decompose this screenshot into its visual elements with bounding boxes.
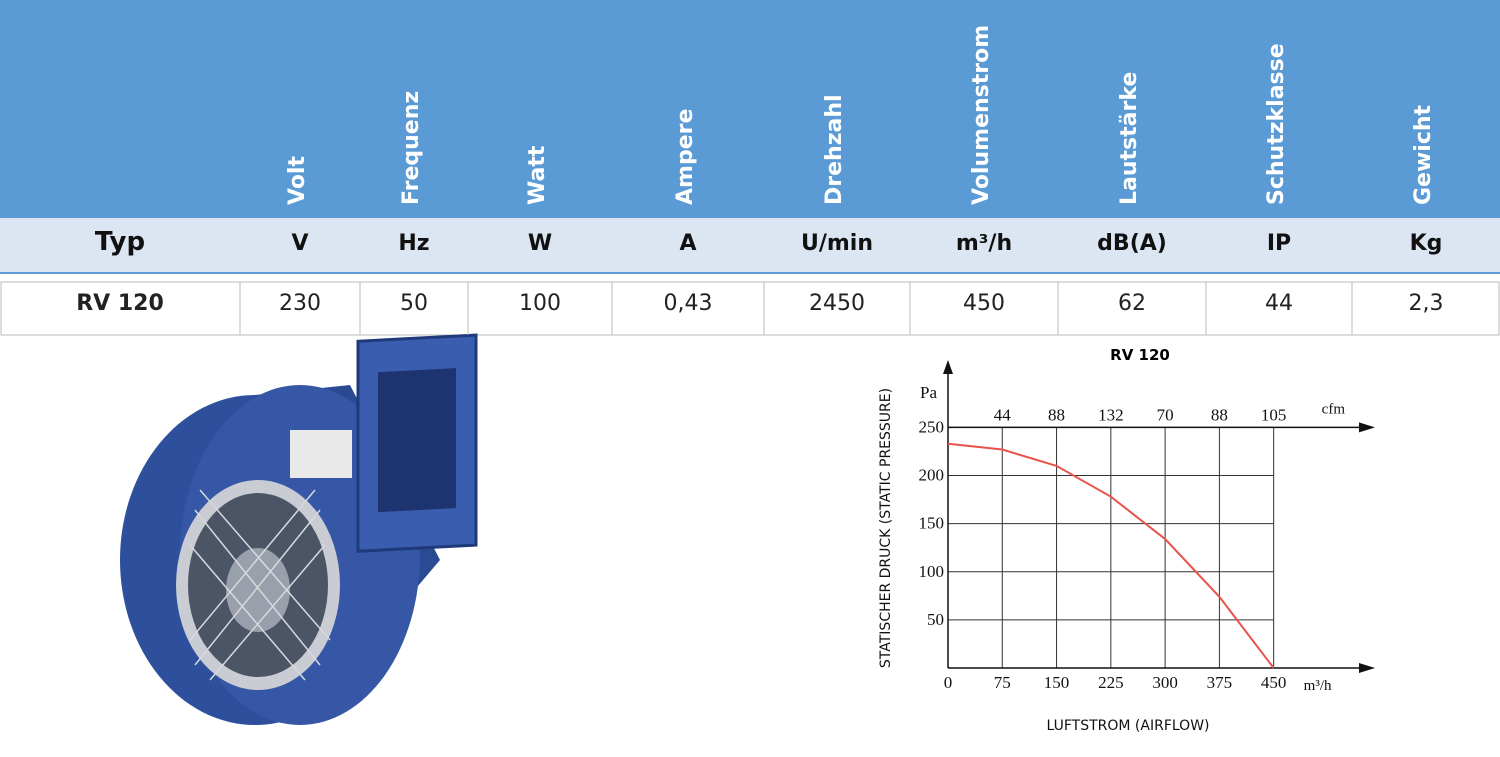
column-header: Volumenstrom <box>969 25 994 205</box>
cell: 2450 <box>809 291 865 316</box>
column-header: Drehzahl <box>822 94 847 205</box>
column-header: Schutzklasse <box>1264 43 1289 205</box>
x-axis-label: LUFTSTROM (AIRFLOW) <box>1047 718 1210 734</box>
x-unit: m³/h <box>1304 678 1332 694</box>
unit-label: Kg <box>1410 231 1443 256</box>
column-header: Ampere <box>673 109 698 205</box>
x-tick-label: 300 <box>1152 673 1178 692</box>
y-tick-label: 150 <box>919 514 945 533</box>
cell: 450 <box>963 291 1005 316</box>
unit-label: A <box>679 231 696 256</box>
y-tick-label: 100 <box>919 562 945 581</box>
y-tick-label: 50 <box>927 610 944 629</box>
y-axis-label: STATISCHER DRUCK (STATIC PRESSURE) <box>878 388 894 668</box>
header-band <box>0 0 1500 218</box>
cell: 50 <box>400 291 428 316</box>
top-unit: cfm <box>1322 401 1346 417</box>
top-tick-label: 70 <box>1157 405 1174 424</box>
top-tick-label: 88 <box>1048 405 1065 424</box>
chart-title: RV 120 <box>1110 346 1170 364</box>
x-tick-label: 450 <box>1261 673 1287 692</box>
column-header: Lautstärke <box>1117 72 1142 205</box>
x-tick-label: 0 <box>944 673 953 692</box>
unit-label: IP <box>1267 231 1291 256</box>
x-tick-label: 150 <box>1044 673 1070 692</box>
cell: 0,43 <box>664 291 713 316</box>
column-header: Volt <box>285 156 310 205</box>
data-row <box>0 281 1500 336</box>
unit-band <box>0 218 1500 273</box>
y-arrow <box>943 360 953 374</box>
fan-image <box>120 333 478 725</box>
unit-label: U/min <box>801 231 873 256</box>
x-tick-label: 375 <box>1207 673 1233 692</box>
unit-label: m³/h <box>956 231 1012 256</box>
top-arrow <box>1359 422 1375 433</box>
unit-label: W <box>528 231 552 256</box>
y-tick-label: 250 <box>919 417 945 436</box>
cell: 44 <box>1265 291 1293 316</box>
cell: 230 <box>279 291 321 316</box>
unit-label: Hz <box>398 231 429 256</box>
unit-label: V <box>291 231 308 256</box>
unit-label: Typ <box>95 227 145 257</box>
y-unit: Pa <box>920 383 937 402</box>
top-tick-label: 105 <box>1261 405 1287 424</box>
top-tick-label: 44 <box>994 405 1012 424</box>
column-header: Watt <box>525 145 550 205</box>
unit-label: dB(A) <box>1097 231 1167 256</box>
pressure-curve <box>947 442 1275 669</box>
y-tick-label: 200 <box>919 466 945 485</box>
cell: 2,3 <box>1409 291 1444 316</box>
x-tick-label: 75 <box>994 673 1011 692</box>
x-arrow <box>1359 663 1375 673</box>
top-tick-label: 132 <box>1098 405 1124 424</box>
cell: 62 <box>1118 291 1146 316</box>
column-header: Gewicht <box>1411 104 1436 205</box>
top-tick-label: 88 <box>1211 405 1228 424</box>
column-header: Frequenz <box>399 91 424 205</box>
x-tick-label: 225 <box>1098 673 1124 692</box>
cell: RV 120 <box>76 291 164 316</box>
cell: 100 <box>519 291 561 316</box>
